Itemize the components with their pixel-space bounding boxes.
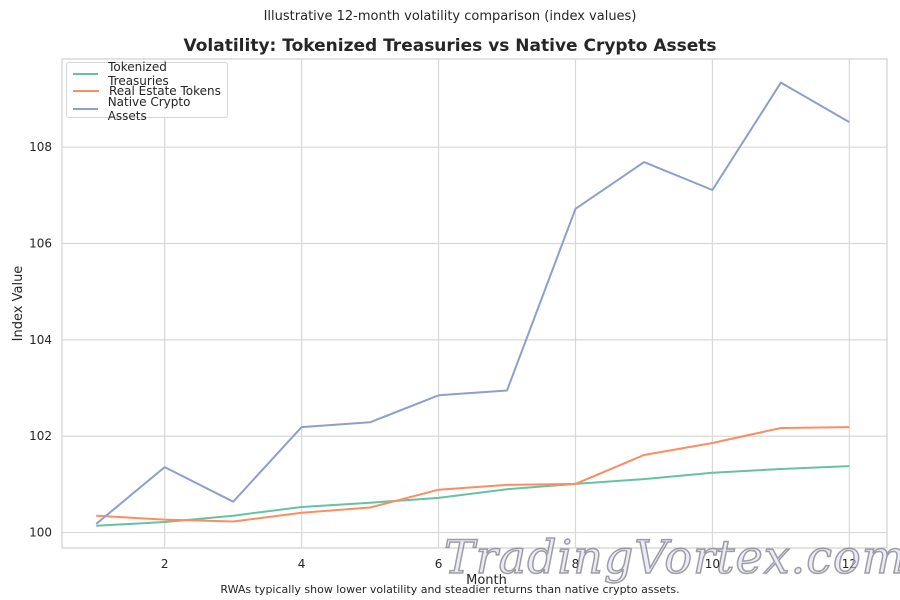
legend-swatch-icon [73, 72, 99, 75]
y-tick-label: 100 [29, 526, 52, 540]
y-tick-label: 104 [29, 333, 52, 347]
legend-label: Real Estate Tokens [109, 84, 221, 99]
legend-label: Tokenized Treasuries [108, 59, 169, 88]
y-tick-label: 106 [29, 237, 52, 251]
legend-swatch-icon [73, 107, 98, 110]
y-tick-label: 108 [29, 140, 52, 154]
x-axis-label: Month [466, 573, 507, 588]
legend-label: Native Crypto Assets [107, 94, 191, 123]
plot-area [61, 58, 888, 549]
legend-item: Real Estate Tokens [73, 83, 227, 101]
legend-item: Native Crypto Assets [73, 95, 227, 123]
chart-title: Volatility: Tokenized Treasuries vs Nati… [183, 36, 717, 56]
chart-legend: Tokenized Treasuries Real Estate Tokens Na… [66, 60, 228, 123]
chart-suptitle: Illustrative 12-month volatility compari… [263, 9, 637, 24]
legend-swatch-icon [73, 90, 99, 93]
y-tick-label: 102 [29, 429, 52, 443]
series-line-real-estate-tokens [96, 426, 850, 523]
x-tick-label: 4 [298, 557, 306, 571]
legend-item: Tokenized Treasuries [73, 60, 227, 88]
y-axis-label: Index Value [11, 266, 26, 342]
chart-footnote: RWAs typically show lower volatility and… [220, 583, 680, 596]
x-tick-label: 10 [705, 557, 720, 571]
x-tick-label: 8 [572, 557, 580, 571]
x-tick-label: 2 [161, 557, 169, 571]
series-line-native-crypto-assets [95, 81, 850, 525]
x-tick-label: 12 [842, 557, 857, 571]
gridlines [62, 59, 887, 548]
series-line-tokenized-treasuries [96, 465, 850, 527]
x-tick-label: 6 [435, 557, 443, 571]
